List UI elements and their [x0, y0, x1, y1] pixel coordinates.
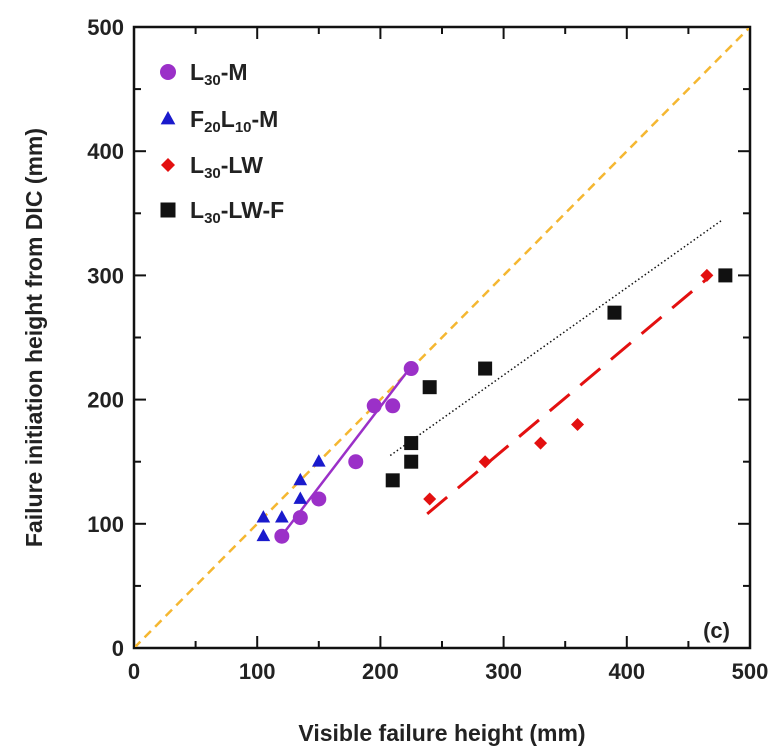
fit-line-l30-lw: [426, 276, 710, 516]
data-point-f20l10-m: [256, 510, 271, 523]
data-point-l30-lw: [423, 492, 437, 506]
legend: L30-M F20L10-M L30-LW L30-LW-F: [160, 59, 284, 227]
reference-line-layer: [133, 26, 751, 649]
x-tick-label: 400: [608, 659, 645, 684]
data-point-l30-lw: [700, 268, 714, 282]
y-tick-label: 200: [87, 388, 124, 413]
data-point-l30-m: [274, 528, 290, 544]
data-markers-layer: [256, 268, 733, 544]
data-point-l30-lw-f: [607, 305, 622, 320]
legend-label-f20l10-m: F20L10-M: [190, 106, 278, 136]
y-tick-label: 0: [112, 636, 124, 661]
axis-ticks-layer: 0 100 200 300 400 500 0 100 200 300 400 500: [87, 15, 768, 684]
data-point-l30-m: [366, 398, 382, 414]
data-point-l30-lw-f: [718, 268, 733, 283]
data-point-f20l10-m: [275, 510, 289, 523]
legend-label-l30-m: L30-M: [190, 59, 248, 89]
x-tick-label: 200: [362, 659, 399, 684]
data-point-l30-m: [403, 361, 419, 377]
data-point-l30-lw: [571, 417, 585, 431]
fit-line-l30-m: [278, 364, 414, 540]
x-tick-label: 0: [128, 659, 140, 684]
data-point-l30-lw-f: [404, 454, 419, 469]
data-point-l30-lw-f: [404, 436, 419, 451]
y-tick-label: 300: [87, 263, 124, 288]
y-axis-title: Failure initiation height from DIC (mm): [21, 128, 47, 547]
data-point-l30-m: [348, 454, 364, 470]
data-point-f20l10-m: [256, 528, 271, 542]
y-tick-label: 400: [87, 139, 124, 164]
y-tick-label: 500: [87, 15, 124, 40]
data-point-l30-m: [311, 491, 327, 507]
data-point-l30-m: [292, 510, 308, 526]
y-tick-label: 100: [87, 512, 124, 537]
fit-line-l30-lw-f: [389, 218, 724, 457]
data-point-l30-m: [385, 398, 401, 414]
data-point-l30-lw: [534, 436, 548, 450]
data-point-f20l10-m: [293, 472, 308, 486]
x-tick-label: 300: [485, 659, 522, 684]
data-point-l30-lw-f: [422, 380, 437, 395]
x-axis-title: Visible failure height (mm): [298, 720, 585, 746]
x-tick-label: 100: [239, 659, 276, 684]
data-point-l30-lw: [478, 455, 492, 469]
legend-marker-l30-m: [160, 64, 176, 80]
legend-marker-l30-lw-f: [160, 202, 176, 218]
fit-lines-layer: [278, 218, 724, 540]
panel-label: (c): [703, 618, 730, 643]
data-point-l30-lw-f: [478, 361, 493, 376]
legend-label-l30-lw: L30-LW: [190, 152, 263, 182]
data-point-l30-lw-f: [385, 473, 400, 488]
legend-marker-l30-lw: [161, 158, 175, 172]
identity-reference-line: [133, 26, 751, 649]
legend-label-l30-lw-f: L30-LW-F: [190, 197, 284, 227]
data-point-f20l10-m: [293, 491, 308, 504]
data-point-f20l10-m: [311, 454, 326, 467]
x-tick-label: 500: [732, 659, 769, 684]
legend-marker-f20l10-m: [160, 111, 176, 125]
